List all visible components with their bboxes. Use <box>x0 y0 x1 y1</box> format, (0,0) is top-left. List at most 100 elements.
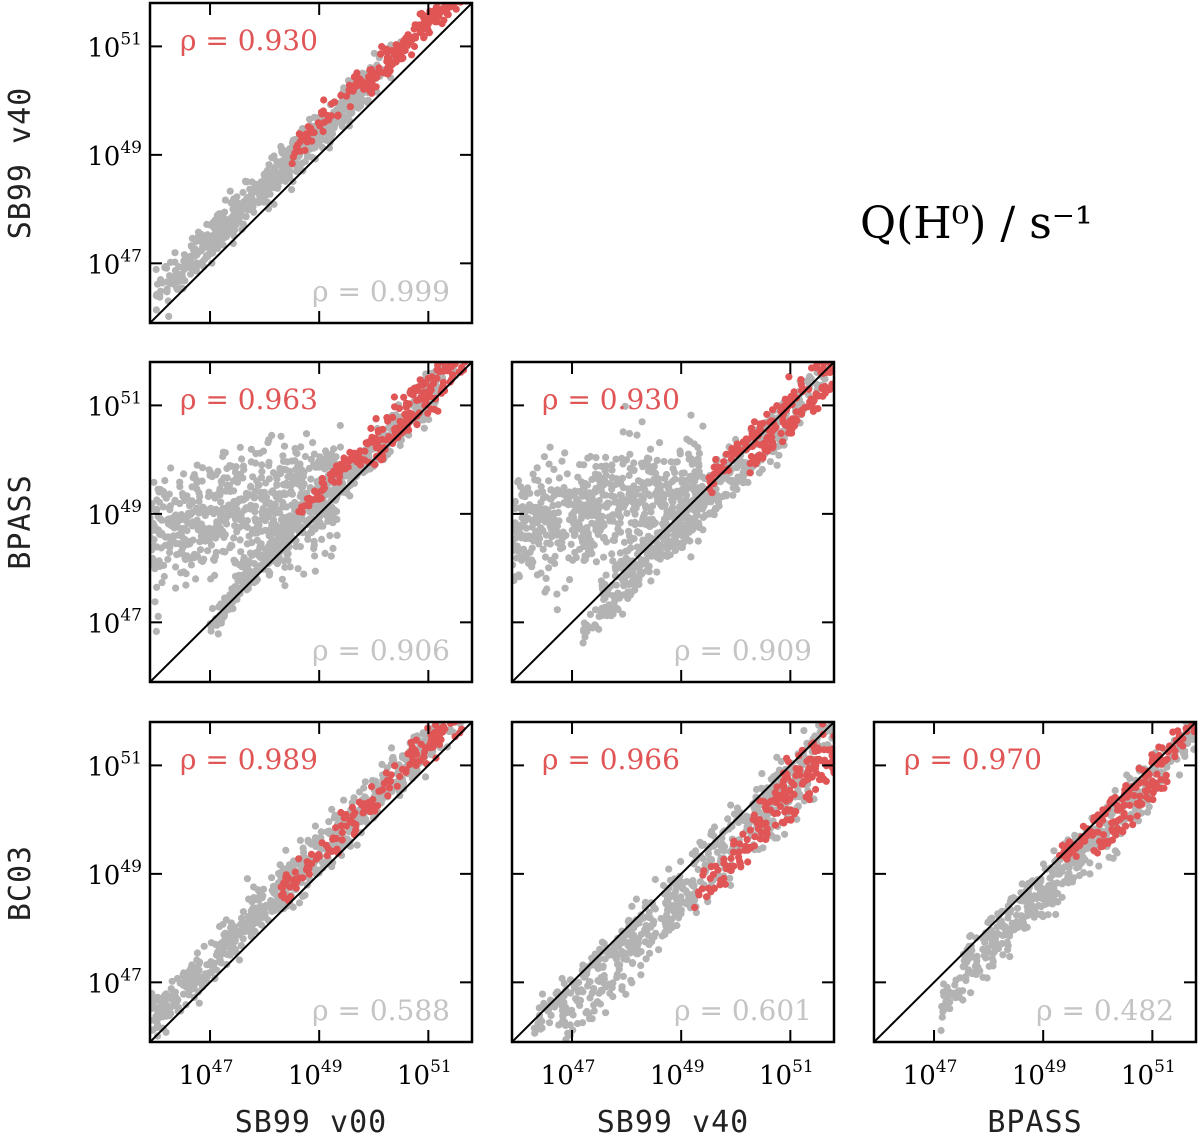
point-gray <box>253 917 261 925</box>
y-tick-label: 1049 <box>87 857 142 891</box>
point-gray <box>238 206 246 214</box>
point-gray <box>592 462 600 471</box>
point-gray <box>597 483 605 492</box>
point-gray <box>640 483 648 491</box>
point-gray <box>686 537 694 545</box>
point-gray <box>528 523 536 531</box>
point-gray <box>514 547 522 555</box>
point-gray <box>615 940 623 948</box>
point-gray <box>249 904 257 912</box>
point-gray <box>294 161 302 169</box>
point-red <box>332 824 340 832</box>
point-gray <box>260 183 268 191</box>
point-gray <box>214 467 222 475</box>
point-gray <box>758 770 766 778</box>
point-gray <box>661 475 669 483</box>
point-red <box>808 403 816 411</box>
point-red <box>352 821 360 829</box>
point-gray <box>727 801 735 809</box>
point-gray <box>550 465 558 473</box>
point-gray <box>677 893 685 901</box>
point-gray <box>613 475 621 483</box>
point-gray <box>333 531 341 539</box>
one-to-one-line <box>150 3 472 323</box>
point-gray <box>515 573 523 581</box>
point-gray <box>230 487 238 495</box>
point-gray <box>676 878 684 886</box>
point-red <box>424 374 432 382</box>
point-gray <box>623 955 631 964</box>
point-gray <box>668 504 676 512</box>
point-gray <box>541 553 550 561</box>
point-gray <box>605 602 614 610</box>
point-gray <box>588 475 596 484</box>
point-red <box>393 49 401 57</box>
point-gray <box>584 548 593 556</box>
point-red <box>299 874 307 882</box>
point-red <box>440 0 447 1</box>
point-gray <box>813 380 821 388</box>
point-red <box>400 47 408 55</box>
point-gray <box>317 510 325 518</box>
point-gray <box>154 612 162 620</box>
point-gray <box>650 544 658 553</box>
point-red <box>384 417 392 425</box>
point-red <box>753 453 762 461</box>
point-gray <box>773 753 781 761</box>
points <box>152 0 470 320</box>
point-gray <box>250 883 258 891</box>
point-gray <box>793 815 801 823</box>
point-gray <box>645 568 653 576</box>
rho-red-label: ρ = 0.989 <box>180 743 318 776</box>
point-red <box>361 447 369 455</box>
point-gray <box>583 970 591 978</box>
point-gray <box>604 590 612 598</box>
point-gray <box>188 234 196 242</box>
point-red <box>311 487 319 495</box>
point-gray <box>216 485 224 493</box>
point-gray <box>694 537 702 545</box>
point-gray <box>526 489 534 497</box>
point-red <box>440 16 448 24</box>
point-gray <box>622 990 630 998</box>
point-red <box>331 98 339 106</box>
point-gray <box>664 921 672 929</box>
point-red <box>733 440 741 448</box>
point-red <box>799 387 807 396</box>
col-label-sb99v40: SB99 v40 <box>597 1105 750 1140</box>
point-gray <box>448 705 455 712</box>
point-gray <box>184 509 193 517</box>
point-gray <box>150 478 158 486</box>
point-gray <box>567 540 575 548</box>
point-gray <box>758 465 766 474</box>
point-gray <box>273 543 281 551</box>
point-red <box>448 350 455 357</box>
point-gray <box>318 502 326 510</box>
point-gray <box>158 579 166 587</box>
point-gray <box>600 607 608 616</box>
point-red <box>319 485 327 493</box>
point-gray <box>825 712 832 719</box>
point-gray <box>558 538 566 546</box>
point-gray <box>153 496 161 504</box>
point-red <box>331 468 339 476</box>
point-gray <box>598 938 606 946</box>
point-gray <box>328 509 336 517</box>
point-gray <box>193 949 201 957</box>
point-red <box>386 777 395 785</box>
point-gray <box>578 512 586 520</box>
point-gray <box>293 449 301 458</box>
point-gray <box>632 895 640 903</box>
point-red <box>453 350 460 357</box>
point-gray <box>243 580 251 588</box>
point-gray <box>562 531 570 539</box>
y-tick-label: 1049 <box>87 138 142 172</box>
point-gray <box>152 265 160 274</box>
point-gray <box>565 554 573 562</box>
point-red <box>441 350 448 357</box>
point-gray <box>713 848 722 856</box>
point-gray <box>195 999 203 1007</box>
point-gray <box>451 346 458 353</box>
point-gray <box>338 122 346 131</box>
point-gray <box>182 1001 190 1009</box>
